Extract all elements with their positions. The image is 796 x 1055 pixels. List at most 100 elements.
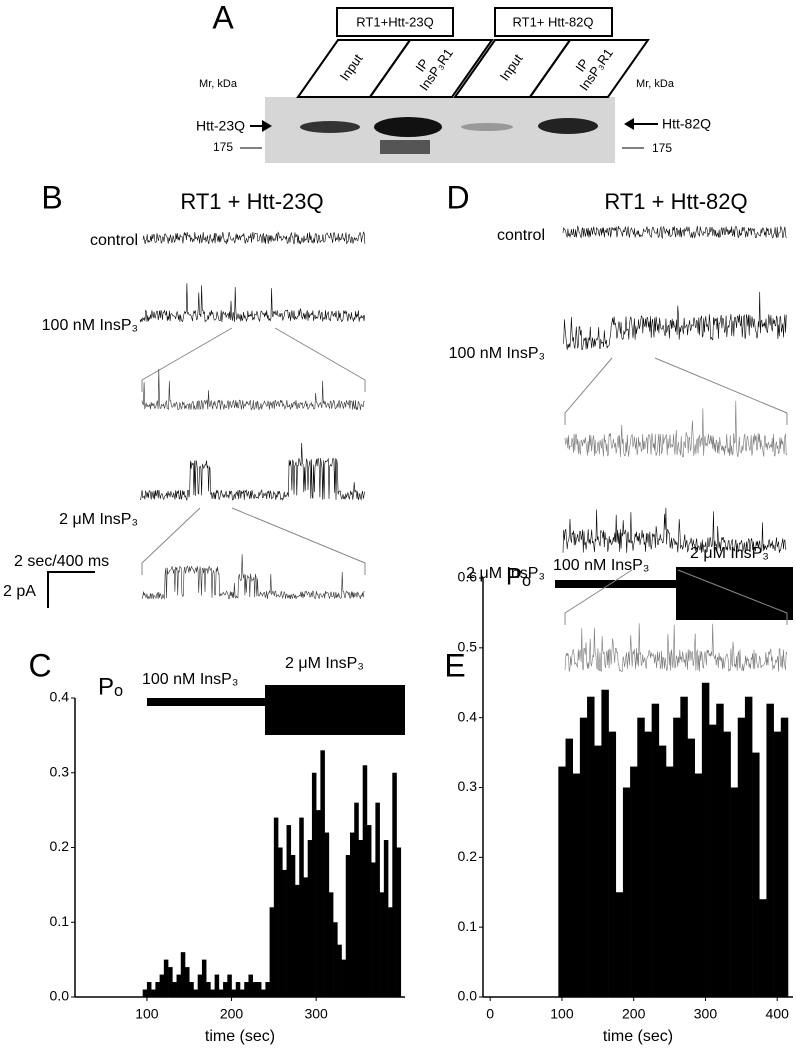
x-tick-label: 300 xyxy=(694,1006,718,1022)
lane-label: Input xyxy=(497,51,526,84)
bar xyxy=(311,772,317,997)
bar xyxy=(709,724,717,997)
y-tick-label: 0.2 xyxy=(458,848,478,864)
bar xyxy=(579,717,588,997)
bar xyxy=(295,884,300,997)
bar xyxy=(240,989,245,997)
bar xyxy=(665,766,674,997)
bar xyxy=(630,766,638,997)
bar xyxy=(345,854,351,997)
bar xyxy=(210,989,215,997)
trace xyxy=(141,554,365,600)
y-tick-label: 0.1 xyxy=(50,913,70,929)
trace xyxy=(142,231,366,245)
y-axis-label: Pₒ xyxy=(506,563,531,590)
bar xyxy=(265,982,270,997)
y-tick-label: 0.3 xyxy=(50,763,70,779)
scale-bar xyxy=(47,571,95,608)
scale-current: 2 pA xyxy=(3,583,36,600)
bar xyxy=(159,974,165,997)
bar xyxy=(594,745,602,997)
bar xyxy=(278,847,283,997)
treatment-bar xyxy=(676,567,793,620)
bar xyxy=(163,959,169,997)
bar xyxy=(572,773,581,997)
bar xyxy=(151,989,156,997)
marker-label: 175 xyxy=(652,141,672,155)
y-tick-label: 0.2 xyxy=(50,838,70,854)
annotation: 2 μM InsP₃ xyxy=(285,655,364,672)
bar xyxy=(730,787,739,997)
bar xyxy=(142,989,148,997)
bar xyxy=(185,967,190,997)
bar xyxy=(752,752,760,997)
trace-label: 2 μM InsP₃ xyxy=(59,511,138,528)
mr-label: Mr, kDa xyxy=(199,78,238,90)
bar xyxy=(197,974,203,997)
bar xyxy=(354,802,359,997)
trace-label: 100 nM InsP₃ xyxy=(42,317,138,334)
treatment-bar xyxy=(265,685,405,735)
bar xyxy=(601,689,609,997)
annotation: 2 μM InsP₃ xyxy=(690,545,769,562)
marker-label: 175 xyxy=(213,140,233,154)
panel-label: C xyxy=(28,647,51,683)
bar xyxy=(766,703,774,997)
bar xyxy=(608,731,617,997)
bar xyxy=(320,750,325,997)
bar xyxy=(358,840,363,997)
bar xyxy=(723,731,731,997)
bar xyxy=(248,974,253,997)
panel-label: B xyxy=(41,179,62,215)
y-tick-label: 0.4 xyxy=(50,689,70,705)
scale-time: 2 sec/400 ms xyxy=(14,553,109,570)
bar xyxy=(244,982,249,997)
band xyxy=(538,118,598,134)
bar xyxy=(637,717,645,997)
arrow-head xyxy=(624,118,634,130)
bar xyxy=(214,974,220,997)
y-tick-label: 0.0 xyxy=(50,988,70,1004)
bar xyxy=(256,982,262,997)
y-tick-label: 0.3 xyxy=(458,778,478,794)
trace xyxy=(564,623,788,673)
mr-label: Mr, kDa xyxy=(636,78,675,90)
bar xyxy=(189,982,194,997)
bar xyxy=(673,717,681,997)
bar xyxy=(235,982,241,997)
bar xyxy=(622,787,631,997)
group-box xyxy=(494,7,613,37)
panel-label: A xyxy=(212,0,234,35)
bar xyxy=(396,847,402,997)
bar xyxy=(218,989,224,997)
x-tick-label: 200 xyxy=(220,1006,244,1022)
y-axis-label: Pₒ xyxy=(98,673,123,700)
bar xyxy=(379,892,385,997)
bar xyxy=(155,982,160,997)
bar xyxy=(371,862,376,997)
bar xyxy=(201,959,207,997)
x-tick-label: 300 xyxy=(304,1006,328,1022)
bar xyxy=(299,817,304,997)
bar xyxy=(269,907,275,997)
x-tick-label: 100 xyxy=(135,1006,159,1022)
bar xyxy=(651,703,660,997)
panel-title: RT1 + Htt-82Q xyxy=(604,189,747,214)
band-label: Htt-82Q xyxy=(662,116,711,132)
trace-label: 100 nM InsP₃ xyxy=(449,345,545,362)
band xyxy=(374,117,442,137)
bar xyxy=(716,703,724,997)
bar xyxy=(587,696,595,997)
bar xyxy=(252,982,258,997)
arrow-head xyxy=(262,120,272,132)
trace-label: control xyxy=(90,232,138,249)
bar xyxy=(383,840,389,997)
bar xyxy=(350,832,355,997)
bar xyxy=(687,738,695,997)
bar xyxy=(694,773,703,997)
bar xyxy=(180,952,186,997)
bar xyxy=(337,944,342,997)
bar xyxy=(261,989,266,997)
lane-label: Input xyxy=(337,51,366,84)
